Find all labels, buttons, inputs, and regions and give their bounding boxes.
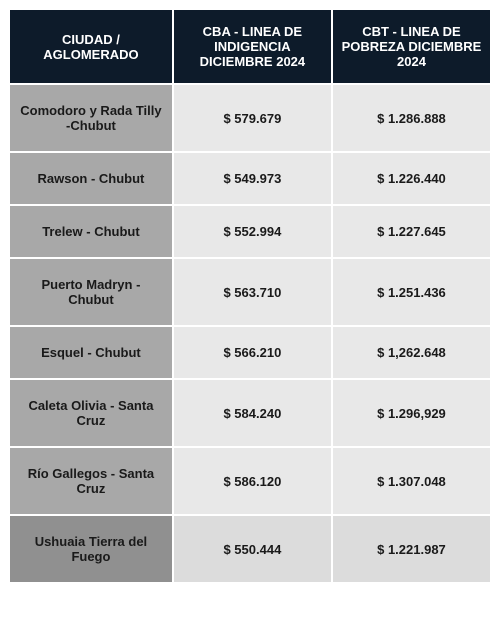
table-row: Rawson - Chubut$ 549.973$ 1.226.440 xyxy=(9,152,491,205)
cba-cell: $ 579.679 xyxy=(173,84,332,152)
cba-cell: $ 552.994 xyxy=(173,205,332,258)
table-row: Río Gallegos - Santa Cruz$ 586.120$ 1.30… xyxy=(9,447,491,515)
table-body: Comodoro y Rada Tilly -Chubut$ 579.679$ … xyxy=(9,84,491,583)
header-city: CIUDAD / AGLOMERADO xyxy=(9,9,173,84)
cba-cell: $ 586.120 xyxy=(173,447,332,515)
city-cell: Comodoro y Rada Tilly -Chubut xyxy=(9,84,173,152)
cbt-cell: $ 1.227.645 xyxy=(332,205,491,258)
header-cba: CBA - LINEA DE INDIGENCIA DICIEMBRE 2024 xyxy=(173,9,332,84)
cba-cell: $ 550.444 xyxy=(173,515,332,583)
cbt-cell: $ 1,262.648 xyxy=(332,326,491,379)
cbt-cell: $ 1.221.987 xyxy=(332,515,491,583)
cba-cell: $ 584.240 xyxy=(173,379,332,447)
cbt-cell: $ 1.286.888 xyxy=(332,84,491,152)
city-cell: Ushuaia Tierra del Fuego xyxy=(9,515,173,583)
table-row: Comodoro y Rada Tilly -Chubut$ 579.679$ … xyxy=(9,84,491,152)
city-cell: Trelew - Chubut xyxy=(9,205,173,258)
poverty-lines-table: CIUDAD / AGLOMERADO CBA - LINEA DE INDIG… xyxy=(8,8,492,584)
city-cell: Caleta Olivia - Santa Cruz xyxy=(9,379,173,447)
cba-cell: $ 566.210 xyxy=(173,326,332,379)
table-row: Trelew - Chubut$ 552.994$ 1.227.645 xyxy=(9,205,491,258)
city-cell: Puerto Madryn - Chubut xyxy=(9,258,173,326)
table-header-row: CIUDAD / AGLOMERADO CBA - LINEA DE INDIG… xyxy=(9,9,491,84)
cba-cell: $ 549.973 xyxy=(173,152,332,205)
table-row: Puerto Madryn - Chubut$ 563.710$ 1.251.4… xyxy=(9,258,491,326)
cbt-cell: $ 1.226.440 xyxy=(332,152,491,205)
city-cell: Esquel - Chubut xyxy=(9,326,173,379)
city-cell: Río Gallegos - Santa Cruz xyxy=(9,447,173,515)
cbt-cell: $ 1.251.436 xyxy=(332,258,491,326)
cbt-cell: $ 1.307.048 xyxy=(332,447,491,515)
cbt-cell: $ 1.296,929 xyxy=(332,379,491,447)
table-row: Esquel - Chubut$ 566.210$ 1,262.648 xyxy=(9,326,491,379)
header-cbt: CBT - LINEA DE POBREZA DICIEMBRE 2024 xyxy=(332,9,491,84)
table-row: Ushuaia Tierra del Fuego$ 550.444$ 1.221… xyxy=(9,515,491,583)
city-cell: Rawson - Chubut xyxy=(9,152,173,205)
cba-cell: $ 563.710 xyxy=(173,258,332,326)
table-row: Caleta Olivia - Santa Cruz$ 584.240$ 1.2… xyxy=(9,379,491,447)
